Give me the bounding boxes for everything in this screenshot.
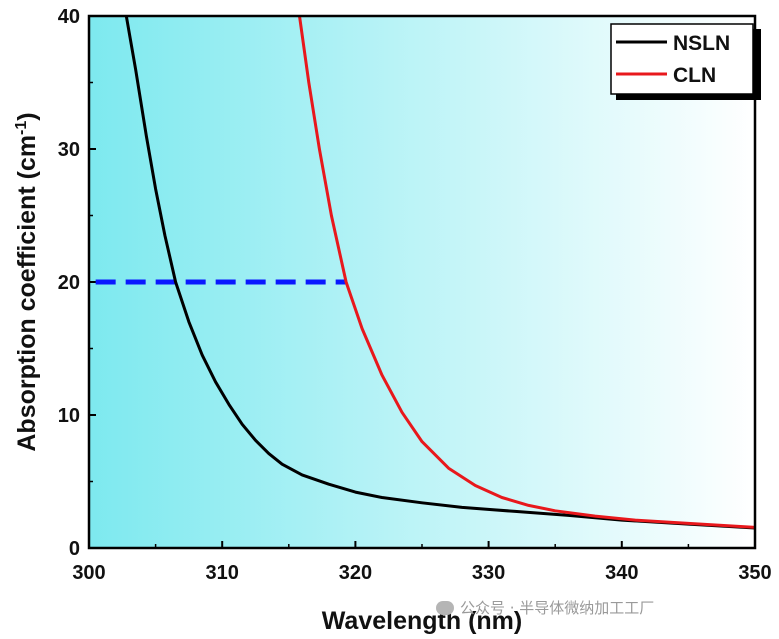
legend-label-cln: CLN xyxy=(673,64,716,87)
y-tick-label: 10 xyxy=(58,405,80,427)
x-tick-label: 300 xyxy=(72,562,105,584)
y-tick-label: 40 xyxy=(58,6,80,28)
plot-frame xyxy=(87,14,757,550)
legend-label-nsln: NSLN xyxy=(673,32,730,55)
y-tick-label: 30 xyxy=(58,139,80,161)
x-axis-title: Wavelength (nm) xyxy=(322,607,522,635)
y-tick-label: 0 xyxy=(69,538,80,560)
x-tick-label: 350 xyxy=(738,562,771,584)
series-line-nsln xyxy=(124,15,756,530)
x-tick-label: 310 xyxy=(206,562,239,584)
wechat-icon xyxy=(436,601,454,615)
x-tick-label: 340 xyxy=(605,562,638,584)
y-tick-label: 20 xyxy=(58,272,80,294)
x-tick-label: 320 xyxy=(339,562,372,584)
legend: NSLN CLN xyxy=(610,23,761,100)
x-tick-label: 330 xyxy=(472,562,505,584)
watermark-text: 公众号 · 半导体微纳加工工厂 xyxy=(460,599,655,617)
watermark: 公众号 · 半导体微纳加工工厂 xyxy=(436,597,654,618)
y-axis-title: Absorption coefficient (cm-1) xyxy=(13,112,41,451)
series-line-cln xyxy=(298,15,756,529)
